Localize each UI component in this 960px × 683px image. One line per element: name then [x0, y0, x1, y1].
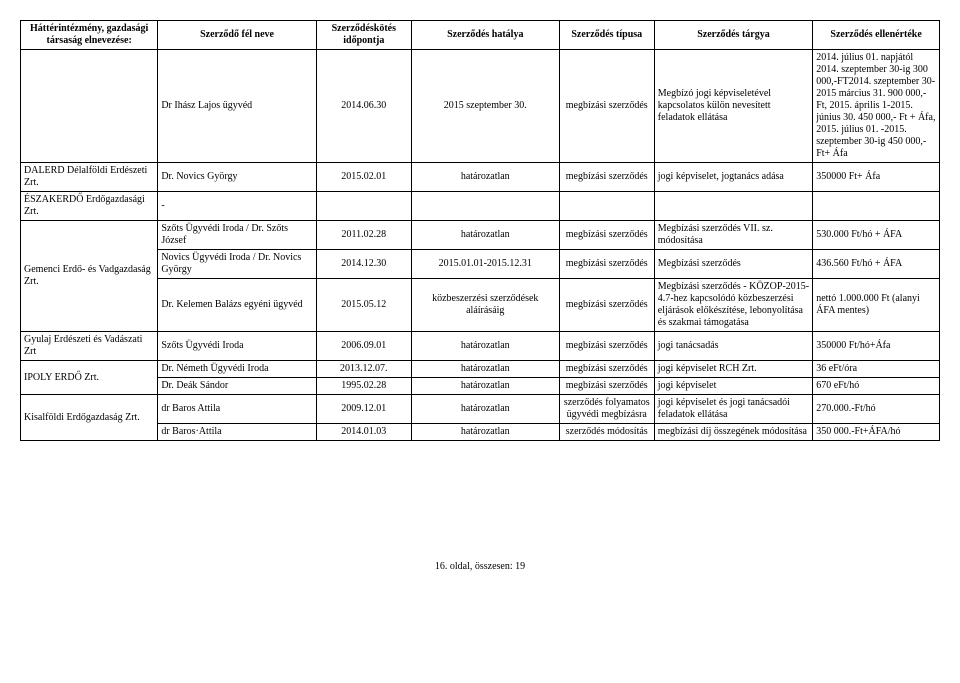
cell-c6: Megbízási szerződés - KÖZOP-2015-4.7-hez… [654, 279, 812, 332]
cell-c7: 36 eFt/óra [813, 361, 940, 378]
cell-c4: határozatlan [411, 163, 559, 192]
cell-c5: megbízási szerződés [559, 250, 654, 279]
contracts-table: Háttérintézmény, gazdasági társaság elne… [20, 20, 940, 441]
cell-c7: 350000 Ft/hó+Áfa [813, 332, 940, 361]
header-value: Szerződés ellenértéke [813, 21, 940, 50]
cell-entity: IPOLY ERDŐ Zrt. [21, 361, 158, 395]
cell-c3: 2011.02.28 [316, 221, 411, 250]
cell-entity: Kisalföldi Erdőgazdaság Zrt. [21, 395, 158, 441]
cell-c4: határozatlan [411, 221, 559, 250]
cell-c5: megbízási szerződés [559, 378, 654, 395]
cell-entity: Gyulaj Erdészeti és Vadászati Zrt [21, 332, 158, 361]
cell-c4: 2015.01.01-2015.12.31 [411, 250, 559, 279]
cell-entity: ÉSZAKERDŐ Erdőgazdasági Zrt. [21, 192, 158, 221]
table-row: Gyulaj Erdészeti és Vadászati ZrtSzőts Ü… [21, 332, 940, 361]
cell-c6: megbízási díj összegének módosítása [654, 424, 812, 441]
header-type: Szerződés típusa [559, 21, 654, 50]
cell-c3: 2014.06.30 [316, 50, 411, 163]
cell-c2: Szőts Ügyvédi Iroda [158, 332, 316, 361]
header-entity: Háttérintézmény, gazdasági társaság elne… [21, 21, 158, 50]
cell-c5: megbízási szerződés [559, 163, 654, 192]
cell-c4: határozatlan [411, 424, 559, 441]
table-row: IPOLY ERDŐ Zrt.Dr. Németh Ügyvédi Iroda2… [21, 361, 940, 378]
cell-c3: 1995.02.28 [316, 378, 411, 395]
cell-c2: - [158, 192, 316, 221]
cell-c7: 350000 Ft+ Áfa [813, 163, 940, 192]
cell-c6: jogi képviselet [654, 378, 812, 395]
cell-c3: 2013.12.07. [316, 361, 411, 378]
table-row: dr Baros·Attila2014.01.03határozatlansze… [21, 424, 940, 441]
cell-c6 [654, 192, 812, 221]
header-party: Szerződő fél neve [158, 21, 316, 50]
cell-c3: 2014.01.03 [316, 424, 411, 441]
cell-c5: megbízási szerződés [559, 279, 654, 332]
cell-c3 [316, 192, 411, 221]
cell-c2: Novics Ügyvédi Iroda / Dr. Novics György [158, 250, 316, 279]
cell-c4: határozatlan [411, 361, 559, 378]
cell-c5: szerződés folyamatos ügyvédi megbízásra [559, 395, 654, 424]
cell-c4: határozatlan [411, 332, 559, 361]
cell-c2: Dr. Deák Sándor [158, 378, 316, 395]
table-row: Gemenci Erdő- és Vadgazdaság Zrt.Szőts Ü… [21, 221, 940, 250]
cell-c4: határozatlan [411, 395, 559, 424]
cell-entity [21, 50, 158, 163]
table-row: Kisalföldi Erdőgazdaság Zrt.dr Baros Att… [21, 395, 940, 424]
cell-c3: 2009.12.01 [316, 395, 411, 424]
table-row: Novics Ügyvédi Iroda / Dr. Novics György… [21, 250, 940, 279]
cell-c7: 270.000.-Ft/hó [813, 395, 940, 424]
cell-c3: 2015.05.12 [316, 279, 411, 332]
cell-c7: nettó 1.000.000 Ft (alanyi ÁFA mentes) [813, 279, 940, 332]
cell-c2: Dr. Novics György [158, 163, 316, 192]
cell-c3: 2014.12.30 [316, 250, 411, 279]
header-row: Háttérintézmény, gazdasági társaság elne… [21, 21, 940, 50]
cell-c5: megbízási szerződés [559, 221, 654, 250]
cell-c4 [411, 192, 559, 221]
header-subject: Szerződés tárgya [654, 21, 812, 50]
cell-c7: 530.000 Ft/hó + ÁFA [813, 221, 940, 250]
cell-c2: dr Baros Attila [158, 395, 316, 424]
cell-c2: Dr. Kelemen Balázs egyéni ügyvéd [158, 279, 316, 332]
cell-c6: Megbízási szerződés VII. sz. módosítása [654, 221, 812, 250]
cell-c6: Megbízási szerződés [654, 250, 812, 279]
table-row: Dr. Deák Sándor1995.02.28határozatlanmeg… [21, 378, 940, 395]
cell-c6: jogi tanácsadás [654, 332, 812, 361]
page-footer: 16. oldal, összesen: 19 [20, 561, 940, 572]
cell-entity: Gemenci Erdő- és Vadgazdaság Zrt. [21, 221, 158, 332]
cell-c2: Dr. Németh Ügyvédi Iroda [158, 361, 316, 378]
cell-c5: megbízási szerződés [559, 50, 654, 163]
cell-c6: jogi képviselet RCH Zrt. [654, 361, 812, 378]
cell-c4: közbeszerzési szerződések aláírásáig [411, 279, 559, 332]
cell-c2: Szőts Ügyvédi Iroda / Dr. Szőts József [158, 221, 316, 250]
cell-c6: jogi képviselet és jogi tanácsadói felad… [654, 395, 812, 424]
cell-c7: 670 eFt/hó [813, 378, 940, 395]
cell-c7: 436.560 Ft/hó + ÁFA [813, 250, 940, 279]
table-row: ÉSZAKERDŐ Erdőgazdasági Zrt.- [21, 192, 940, 221]
header-effect: Szerződés hatálya [411, 21, 559, 50]
cell-c5: szerződés módosítás [559, 424, 654, 441]
cell-c5: megbízási szerződés [559, 361, 654, 378]
cell-c7: 350 000.-Ft+ÁFA/hó [813, 424, 940, 441]
cell-entity: DALERD Délalföldi Erdészeti Zrt. [21, 163, 158, 192]
cell-c4: 2015 szeptember 30. [411, 50, 559, 163]
cell-c6: Megbízó jogi képviseletével kapcsolatos … [654, 50, 812, 163]
cell-c6: jogi képviselet, jogtanács adása [654, 163, 812, 192]
cell-c2: Dr Ihász Lajos ügyvéd [158, 50, 316, 163]
cell-c3: 2015.02.01 [316, 163, 411, 192]
table-row: Dr Ihász Lajos ügyvéd2014.06.302015 szep… [21, 50, 940, 163]
cell-c3: 2006.09.01 [316, 332, 411, 361]
table-row: DALERD Délalföldi Erdészeti Zrt.Dr. Novi… [21, 163, 940, 192]
cell-c4: határozatlan [411, 378, 559, 395]
cell-c5 [559, 192, 654, 221]
cell-c5: megbízási szerződés [559, 332, 654, 361]
cell-c7 [813, 192, 940, 221]
cell-c2: dr Baros·Attila [158, 424, 316, 441]
cell-c7: 2014. július 01. napjától 2014. szeptemb… [813, 50, 940, 163]
header-date: Szerződéskötés időpontja [316, 21, 411, 50]
table-row: Dr. Kelemen Balázs egyéni ügyvéd2015.05.… [21, 279, 940, 332]
